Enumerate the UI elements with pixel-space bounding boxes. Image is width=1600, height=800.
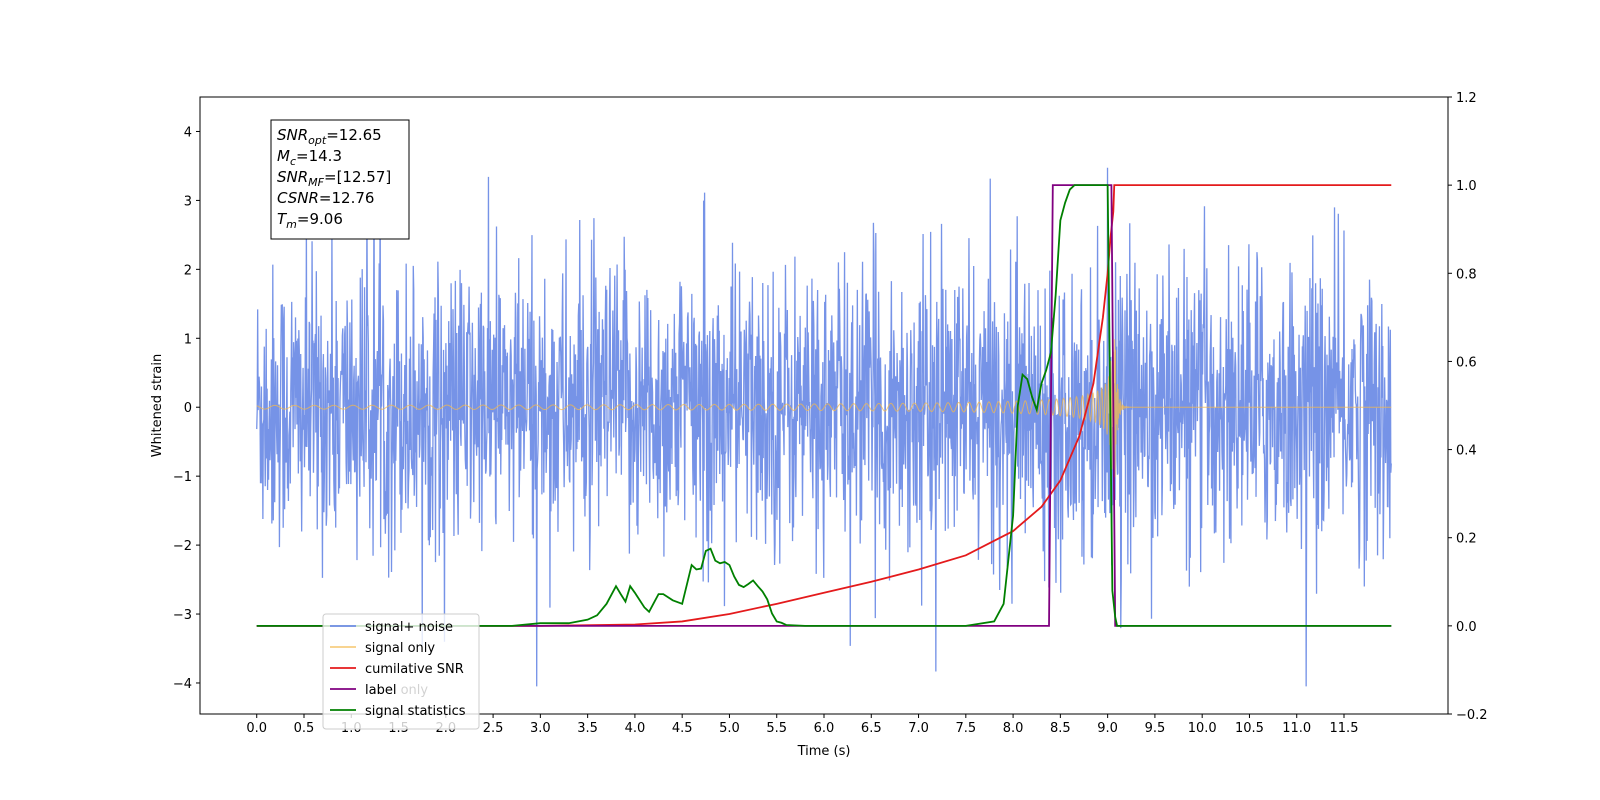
y-tick-label-right: 1.2 [1456, 91, 1477, 106]
x-tick-label: 7.0 [908, 721, 929, 736]
annotation-line: SNRopt=12.65 [277, 126, 382, 147]
x-tick-label: 5.5 [766, 721, 787, 736]
annotation-line: CSNR=12.76 [277, 189, 374, 207]
y-tick-label-right: 0.6 [1456, 355, 1477, 370]
series-signal-only [256, 312, 1392, 478]
legend: signal+ noise signal only cumilative SNR la… [322, 613, 480, 730]
annotation-line: Mc=14.3 [277, 147, 342, 168]
legend-ghost-label: signal statistics [365, 704, 466, 719]
x-tick-label: 3.0 [530, 721, 551, 736]
legend-box [322, 613, 480, 730]
y-axis-label: Whitened strain [150, 354, 165, 457]
plot-area [256, 139, 1392, 687]
y-tick-label-left: 3 [184, 194, 192, 209]
x-tick-label: 8.0 [1003, 721, 1024, 736]
x-tick-label: 7.5 [955, 721, 976, 736]
series-signal-noise [256, 139, 1392, 687]
y-tick-label-right: 1.0 [1456, 179, 1477, 194]
x-tick-label: 4.0 [625, 721, 646, 736]
y-tick-label-left: 2 [184, 263, 192, 278]
y-tick-label-right: 0.0 [1456, 620, 1477, 635]
y-tick-label-right: 0.8 [1456, 267, 1477, 282]
y-tick-label-left: −2 [173, 539, 192, 554]
y-tick-label-left: −3 [173, 608, 192, 623]
legend-label: signal+ noise [365, 620, 453, 635]
legend-label: label [365, 683, 396, 698]
x-tick-label: 2.5 [483, 721, 504, 736]
x-tick-label: 0.0 [246, 721, 267, 736]
y-tick-label-left: 4 [184, 125, 192, 140]
legend-label: signal statistics [365, 704, 466, 719]
x-tick-label: 10.5 [1235, 721, 1264, 736]
y-tick-label-left: 0 [184, 401, 192, 416]
x-tick-label: 9.5 [1145, 721, 1166, 736]
legend-label: signal only [365, 641, 435, 656]
y-tick-label-left: −4 [173, 677, 192, 692]
y-tick-label-right: 0.2 [1456, 532, 1477, 547]
x-tick-label: 0.5 [294, 721, 315, 736]
x-tick-label: 3.5 [577, 721, 598, 736]
legend-ghost-label: label only [365, 683, 428, 698]
series-signal-statistics [256, 184, 1392, 627]
annotation-frame [270, 119, 410, 240]
annotation-box: SNRopt=12.65Mc=14.3SNRMF=[12.57]CSNR=12.… [270, 119, 410, 240]
x-tick-label: 11.5 [1330, 721, 1359, 736]
x-tick-label: 9.0 [1097, 721, 1118, 736]
y-tick-label-left: −1 [173, 470, 192, 485]
x-axis-label: Time (s) [797, 744, 851, 759]
x-tick-label: 5.0 [719, 721, 740, 736]
x-tick-label: 10.0 [1188, 721, 1217, 736]
y-tick-label-left: 1 [184, 332, 192, 347]
y-tick-label-right: 0.4 [1456, 444, 1477, 459]
annotation-line: SNRMF=[12.57] [277, 168, 391, 189]
x-tick-label: 4.5 [672, 721, 693, 736]
x-tick-label: 6.5 [861, 721, 882, 736]
legend-label: cumilative SNR [365, 662, 464, 677]
series-group [256, 139, 1392, 687]
x-tick-label: 11.0 [1282, 721, 1311, 736]
annotation-line: Tm=9.06 [277, 210, 343, 231]
y-tick-label-right: −0.2 [1456, 708, 1488, 723]
x-tick-label: 6.0 [814, 721, 835, 736]
x-tick-label: 8.5 [1050, 721, 1071, 736]
